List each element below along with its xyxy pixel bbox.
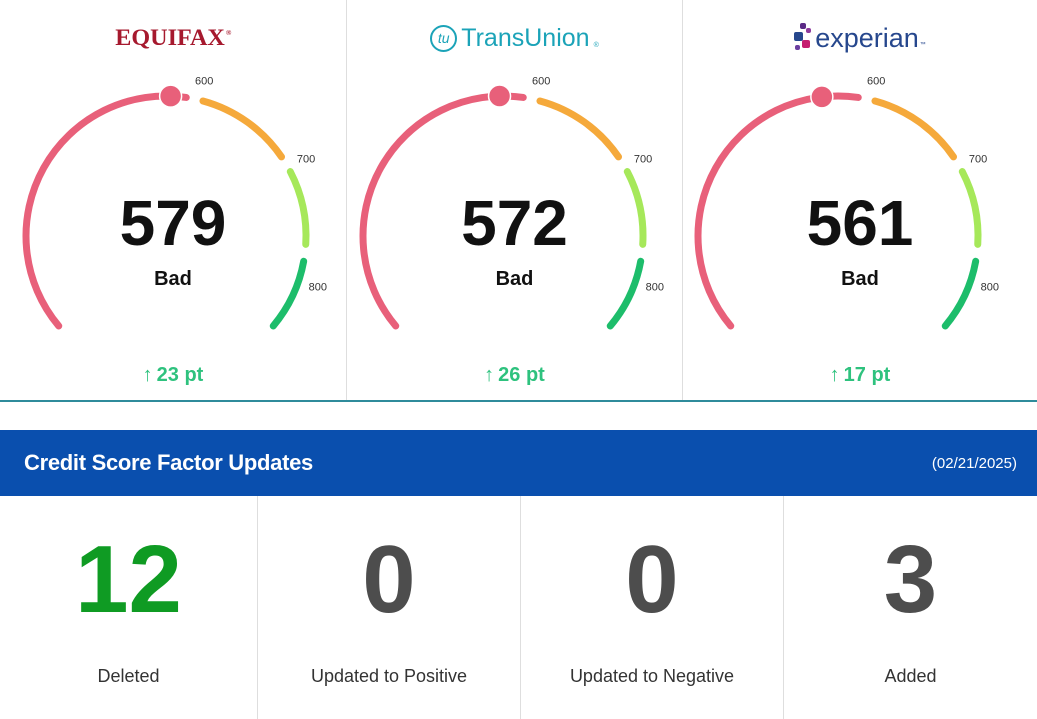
gauge-segment-fair (199, 97, 286, 161)
arrow-up-icon: ↑ (142, 364, 153, 386)
gauge-segment-bad (359, 92, 527, 330)
experian-logo: experian ™ (683, 18, 1037, 58)
score-change: ↑ 26 pt (484, 364, 545, 386)
factor-updates-title: Credit Score Factor Updates (24, 450, 313, 475)
credit-scores-panel: EQUIFAX® 600 700 800 579 Bad ↑ 23 pt tu Tra… (0, 0, 1037, 402)
score-change: ↑ 23 pt (142, 364, 204, 386)
factor-updates-header: Credit Score Factor Updates (02/21/2025) (0, 430, 1037, 496)
credit-score-value: 561 (806, 187, 914, 259)
factor-card-updated-negative: 0 Updated to Negative (521, 496, 784, 719)
gauge-tick-label: 700 (297, 154, 315, 166)
equifax-logo: EQUIFAX® (115, 25, 232, 50)
factor-count: 0 (625, 526, 679, 633)
gauge-segment-excellent (941, 257, 980, 330)
gauge-marker (487, 84, 512, 108)
score-rating: Bad (841, 268, 879, 290)
factor-updates-date: (02/21/2025) (931, 454, 1017, 472)
score-rating: Bad (154, 268, 192, 290)
gauge-tick-label: 600 (532, 76, 550, 88)
factor-card-added: 3 Added (784, 496, 1037, 719)
gauge-tick-label: 600 (867, 76, 885, 88)
gauge-segment-good (286, 168, 310, 248)
gauge-tick-label: 800 (309, 281, 327, 293)
bureau-card-transunion: tu TransUnion ® 600 700 800 572 Bad ↑ 26 pt (347, 0, 683, 400)
score-gauge: 600 700 800 (355, 62, 675, 352)
factor-label: Added (884, 666, 937, 686)
gauge-tick-label: 800 (981, 281, 999, 293)
gauge-segment-fair (536, 97, 623, 161)
arrow-up-icon: ↑ (829, 364, 840, 386)
gauge-segment-bad (22, 92, 190, 330)
transunion-mark-icon: tu (430, 24, 458, 52)
gauge-tick-label: 700 (634, 154, 652, 166)
gauge-tick-label: 700 (969, 154, 987, 166)
bureau-card-equifax: EQUIFAX® 600 700 800 579 Bad ↑ 23 pt (0, 0, 347, 400)
bureau-card-experian: experian ™ 600 700 800 561 Bad ↑ 17 pt (683, 0, 1037, 400)
factor-card-updated-positive: 0 Updated to Positive (258, 496, 521, 719)
credit-score-value: 579 (119, 187, 227, 259)
factor-count: 3 (883, 526, 938, 633)
factor-count: 0 (362, 526, 416, 633)
factor-card-deleted: 12 Deleted (0, 496, 258, 719)
gauge-tick-label: 600 (195, 76, 213, 88)
score-rating: Bad (495, 268, 534, 290)
gauge-tick-label: 800 (646, 281, 664, 293)
factor-label: Deleted (97, 666, 160, 686)
score-gauge: 600 700 800 (690, 62, 1010, 352)
gauge-segment-excellent (606, 257, 645, 330)
gauge-marker (810, 85, 834, 109)
factor-label: Updated to Negative (569, 666, 735, 686)
score-gauge: 600 700 800 (18, 62, 338, 352)
gauge-segment-good (958, 168, 982, 248)
gauge-segment-fair (871, 97, 958, 161)
factor-updates-row: 12 Deleted 0 Updated to Positive 0 Updat… (0, 496, 1037, 719)
transunion-logo: tu TransUnion ® (347, 18, 682, 58)
score-change: ↑ 17 pt (829, 364, 891, 386)
arrow-up-icon: ↑ (484, 364, 495, 386)
gauge-segment-good (623, 168, 647, 248)
gauge-marker (158, 84, 183, 108)
factor-label: Updated to Positive (310, 666, 468, 686)
gauge-segment-bad (694, 92, 862, 330)
credit-score-value: 572 (461, 187, 568, 259)
factor-count: 12 (75, 526, 182, 633)
gauge-segment-excellent (269, 257, 308, 330)
experian-dots-icon (794, 23, 814, 53)
